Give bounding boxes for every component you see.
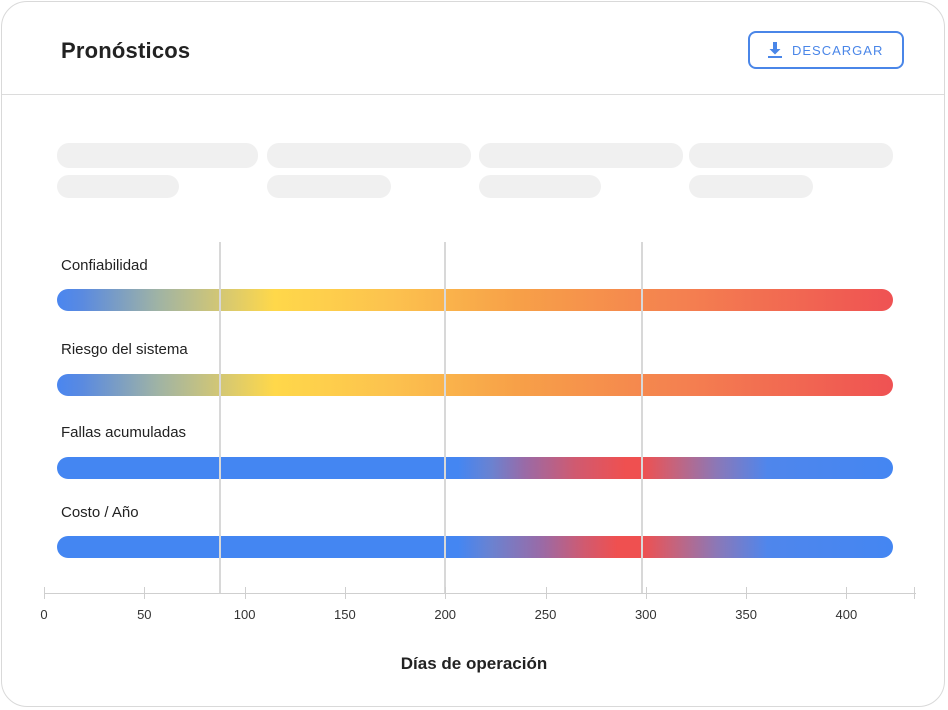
skeleton-bar <box>689 143 893 168</box>
x-axis-tick-label: 0 <box>40 607 48 622</box>
row-label-riesgo: Riesgo del sistema <box>61 341 188 358</box>
row-label-costo: Costo / Año <box>61 504 139 521</box>
skeleton-bar <box>57 175 179 198</box>
gradient-bar-confiabilidad <box>57 289 893 311</box>
x-axis-title: Días de operación <box>400 654 548 673</box>
skeleton-bar <box>57 143 258 168</box>
x-axis-tick <box>746 587 748 599</box>
x-axis-tick <box>645 587 647 599</box>
x-axis-tick <box>244 587 246 599</box>
x-axis-tick-label: 250 <box>534 607 557 622</box>
download-button[interactable]: DESCARGAR <box>748 31 904 69</box>
row-label-fallas: Fallas acumuladas <box>61 424 187 441</box>
x-axis-tick-label: 100 <box>233 607 256 622</box>
x-axis-tick <box>344 587 346 599</box>
skeleton-bar <box>479 143 683 168</box>
x-axis-tick <box>846 587 848 599</box>
card-header: Pronósticos DESCARGAR <box>2 2 944 95</box>
x-axis-tick <box>914 587 915 599</box>
marker-line[interactable] <box>219 242 221 594</box>
x-axis-tick-label: 300 <box>634 607 657 622</box>
x-axis-tick-label: 400 <box>835 607 858 622</box>
x-axis-tick <box>144 587 146 599</box>
page-title: Pronósticos <box>61 38 191 63</box>
skeleton-bar <box>479 175 601 198</box>
x-axis-line <box>45 593 916 594</box>
marker-line[interactable] <box>641 242 643 594</box>
skeleton-bar <box>689 175 813 198</box>
x-axis-tick-label: 200 <box>434 607 457 622</box>
skeleton-bar <box>267 143 471 168</box>
x-axis-tick-label: 350 <box>735 607 757 622</box>
marker-line[interactable] <box>444 242 446 594</box>
x-axis-tick-label: 50 <box>137 607 152 622</box>
gradient-bar-fallas <box>57 457 893 479</box>
row-label-confiabilidad: Confiabilidad <box>61 257 148 274</box>
x-axis-tick <box>445 587 447 599</box>
gradient-bar-riesgo <box>57 374 893 396</box>
x-axis-tick <box>44 587 45 599</box>
gradient-bar-costo <box>57 536 893 558</box>
skeleton-bar <box>267 175 391 198</box>
x-axis-tick <box>545 587 547 599</box>
download-label: DESCARGAR <box>792 42 884 58</box>
download-icon <box>766 41 784 59</box>
x-axis-tick-label: 150 <box>334 607 356 622</box>
